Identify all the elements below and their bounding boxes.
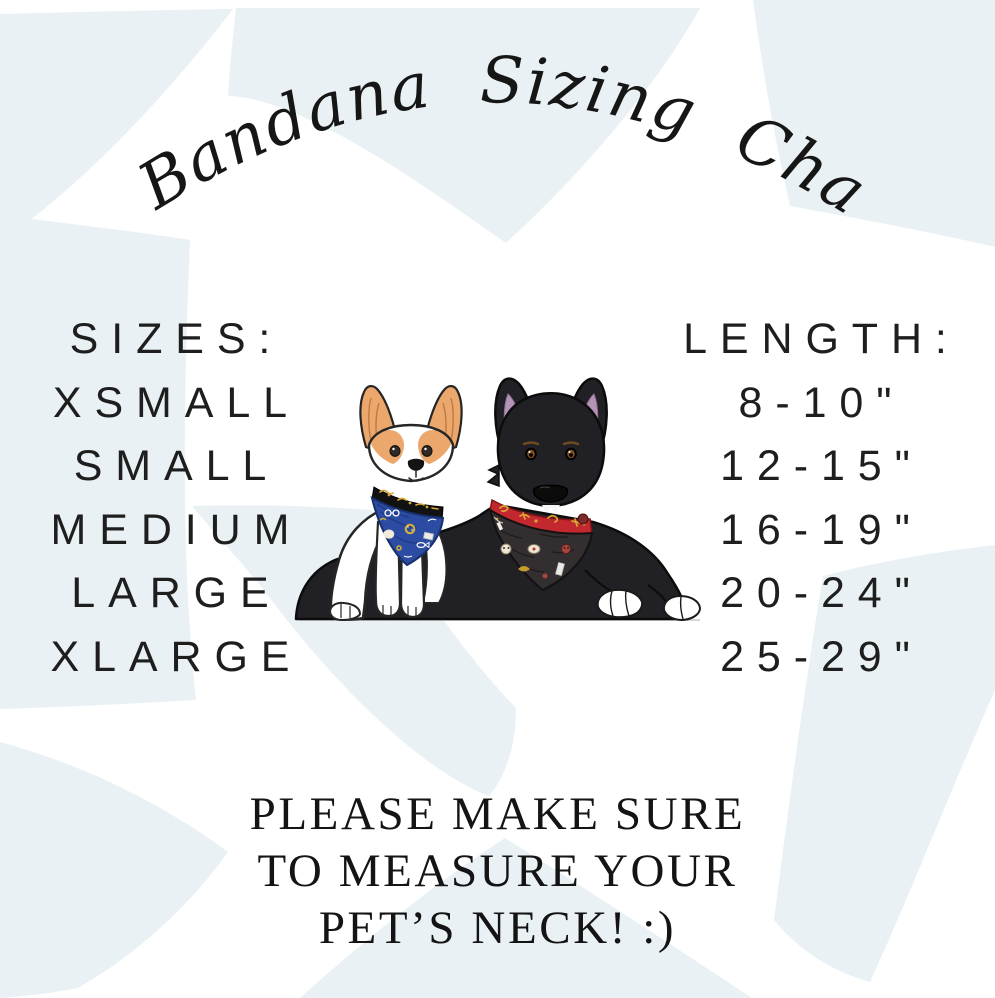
length-header: LENGTH: bbox=[683, 315, 960, 363]
size-row: XLARGE bbox=[50, 632, 303, 681]
measure-note-line: TO MEASURE YOUR bbox=[257, 845, 738, 897]
title-arc: Bandana Sizing Chart bbox=[0, 0, 880, 230]
corgi-nose bbox=[407, 458, 425, 471]
length-row: 25-29" bbox=[720, 632, 923, 681]
black-dog-eyes bbox=[525, 447, 577, 461]
size-row: XSMALL bbox=[52, 378, 300, 427]
measure-note: PLEASE MAKE SURE TO MEASURE YOUR PET’S N… bbox=[0, 786, 995, 957]
measure-note-line: PLEASE MAKE SURE bbox=[249, 788, 746, 840]
length-column: LENGTH: 8-10" 12-15" 16-19" 20-24" 25-29… bbox=[640, 308, 990, 689]
corgi-ears bbox=[359, 385, 463, 451]
size-row: LARGE bbox=[71, 569, 282, 617]
size-row: MEDIUM bbox=[50, 505, 303, 554]
measure-note-line: PET’S NECK! :) bbox=[318, 902, 677, 954]
black-dog-bandana bbox=[488, 498, 594, 592]
length-row: 8-10" bbox=[738, 378, 905, 427]
page-title: Bandana Sizing Chart bbox=[0, 0, 880, 230]
sizes-header: SIZES: bbox=[69, 315, 284, 363]
length-row: 16-19" bbox=[720, 505, 923, 554]
corgi-dog bbox=[328, 385, 463, 622]
corgi-bandana bbox=[370, 486, 445, 567]
corgi-eyes bbox=[389, 445, 433, 457]
length-row: 20-24" bbox=[720, 569, 923, 617]
length-row: 12-15" bbox=[720, 442, 923, 490]
sizes-column: SIZES: XSMALL SMALL MEDIUM LARGE XLARGE bbox=[0, 308, 340, 689]
size-row: SMALL bbox=[73, 442, 280, 490]
